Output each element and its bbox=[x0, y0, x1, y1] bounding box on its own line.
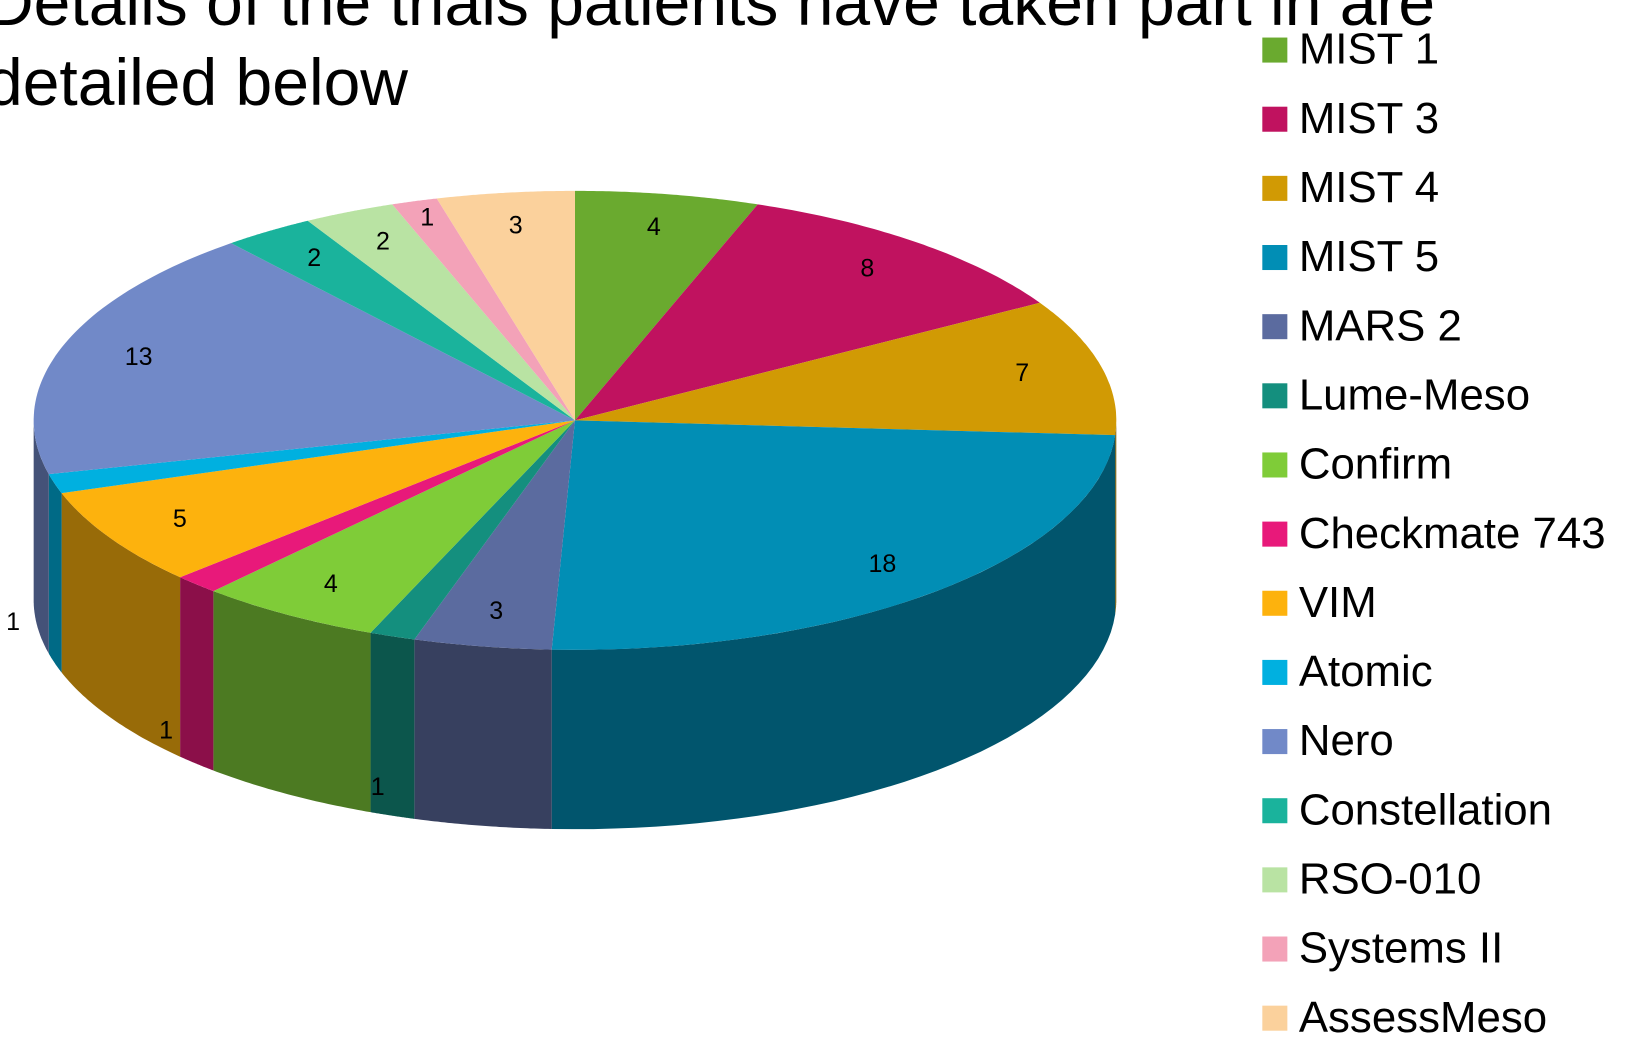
slice bbox=[61, 420, 575, 578]
legend-label: MIST 4 bbox=[1299, 163, 1439, 212]
data-label: 1 bbox=[420, 203, 434, 231]
legend-swatch bbox=[1262, 798, 1288, 824]
slice bbox=[574, 190, 758, 421]
slice bbox=[551, 420, 1116, 650]
legend-label: Systems II bbox=[1299, 924, 1503, 973]
slice bbox=[436, 190, 575, 421]
slice-side bbox=[61, 493, 181, 757]
slice bbox=[574, 204, 1040, 421]
data-label: 7 bbox=[1015, 359, 1029, 387]
slice bbox=[48, 420, 575, 494]
slice-side bbox=[33, 420, 49, 654]
slice bbox=[230, 220, 575, 421]
legend-label: Atomic bbox=[1299, 647, 1433, 696]
data-label: 3 bbox=[489, 597, 503, 625]
legend-swatch bbox=[1262, 936, 1288, 962]
legend-swatch bbox=[1262, 590, 1288, 616]
slice-side bbox=[414, 639, 552, 829]
slice-side bbox=[48, 474, 62, 673]
legend-label: VIM bbox=[1299, 578, 1377, 627]
legend-label: Nero bbox=[1299, 716, 1394, 765]
legend-label: Confirm bbox=[1299, 440, 1452, 489]
data-label: 4 bbox=[324, 570, 338, 598]
slice-side bbox=[370, 632, 415, 819]
slice bbox=[574, 302, 1117, 436]
data-label: 1 bbox=[6, 608, 20, 636]
legend-swatch bbox=[1262, 106, 1288, 132]
legend-swatch bbox=[1262, 245, 1288, 271]
legend-swatch bbox=[1262, 867, 1288, 893]
slice bbox=[392, 198, 575, 421]
legend-swatch bbox=[1262, 659, 1288, 685]
legend-label: Checkmate 743 bbox=[1299, 509, 1606, 558]
data-label: 2 bbox=[307, 244, 321, 272]
legend-label: MIST 5 bbox=[1299, 232, 1439, 281]
legend-swatch bbox=[1262, 37, 1288, 63]
data-label: 8 bbox=[860, 254, 874, 282]
slice-side bbox=[180, 577, 214, 771]
data-label: 2 bbox=[376, 228, 390, 256]
slice bbox=[370, 420, 575, 640]
slice bbox=[213, 420, 575, 633]
data-label: 5 bbox=[173, 505, 187, 533]
data-label: 1 bbox=[159, 717, 173, 745]
legend-label: MARS 2 bbox=[1299, 301, 1462, 350]
slice bbox=[180, 420, 575, 592]
data-label: 4 bbox=[647, 213, 661, 241]
legend-swatch bbox=[1262, 314, 1288, 340]
data-label: 1 bbox=[371, 773, 385, 801]
slice bbox=[33, 243, 575, 475]
data-label: 3 bbox=[509, 212, 523, 240]
legend-swatch bbox=[1262, 175, 1288, 201]
legend-label: Constellation bbox=[1299, 785, 1552, 834]
slice-side bbox=[551, 435, 1116, 830]
legend-label: AssessMeso bbox=[1299, 993, 1547, 1042]
data-label: 13 bbox=[125, 343, 153, 371]
legend-swatch bbox=[1262, 1005, 1288, 1031]
legend-label: Lume-Meso bbox=[1299, 370, 1530, 419]
slice-side bbox=[213, 591, 371, 813]
legend-label: MIST 1 bbox=[1299, 25, 1439, 74]
slice bbox=[414, 420, 575, 650]
slice-side bbox=[1115, 420, 1117, 615]
slice bbox=[307, 204, 575, 421]
chart-title: Details of the trials patients have take… bbox=[0, 0, 1436, 119]
data-label: 18 bbox=[868, 550, 896, 578]
legend-swatch bbox=[1262, 729, 1288, 755]
legend-label: RSO-010 bbox=[1299, 855, 1482, 904]
legend-swatch bbox=[1262, 521, 1288, 547]
legend-swatch bbox=[1262, 383, 1288, 409]
legend-swatch bbox=[1262, 452, 1288, 478]
legend-label: MIST 3 bbox=[1299, 94, 1439, 143]
